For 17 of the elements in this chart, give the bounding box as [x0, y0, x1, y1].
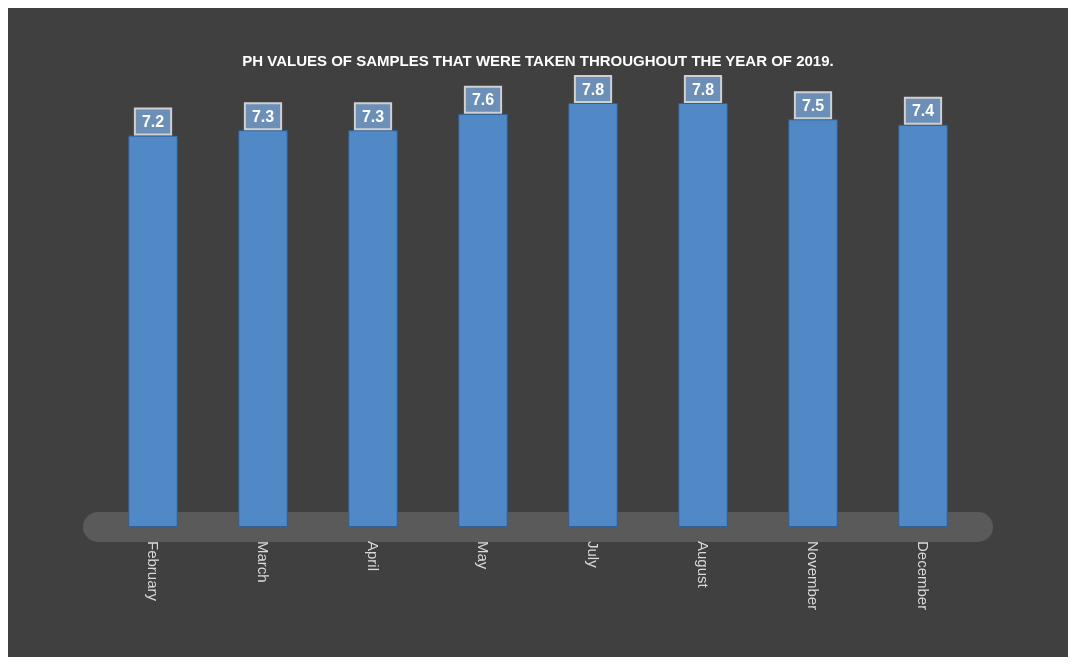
- data-label: 7.5: [801, 96, 825, 114]
- x-tick-label: July: [584, 541, 602, 569]
- x-tick-label: December: [914, 541, 932, 611]
- data-label: 7.6: [471, 91, 495, 109]
- data-label: 7.2: [141, 113, 165, 131]
- x-tick-label: August: [694, 541, 712, 589]
- data-label: 7.3: [251, 107, 275, 125]
- x-tick-label: April: [364, 541, 382, 572]
- data-label: 7.3: [361, 107, 385, 125]
- chart-title: PH VALUES OF SAMPLES THAT WERE TAKEN THROUGHOUT THE YEAR OF 2019.: [242, 52, 834, 69]
- data-label: 7.4: [911, 102, 935, 120]
- x-tick-label: February: [144, 541, 162, 602]
- x-tick-label: March: [254, 541, 272, 583]
- data-label: 7.8: [581, 80, 605, 98]
- x-tick-label: November: [804, 541, 822, 611]
- x-tick-label: May: [474, 541, 492, 570]
- data-label: 7.8: [691, 80, 715, 98]
